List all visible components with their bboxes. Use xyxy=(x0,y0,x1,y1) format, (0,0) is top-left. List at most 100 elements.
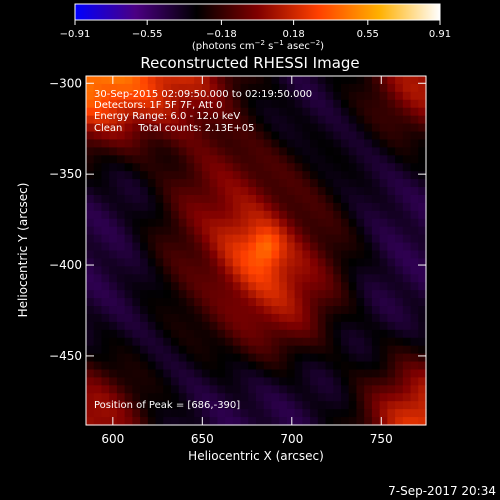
heatmap-cell xyxy=(317,163,327,172)
heatmap-cell xyxy=(109,123,118,133)
heatmap-cell xyxy=(395,298,404,307)
heatmap-cell xyxy=(201,155,211,164)
heatmap-cell xyxy=(364,353,373,363)
heatmap-cell xyxy=(201,385,211,394)
heatmap-cell xyxy=(163,187,172,196)
heatmap-cell xyxy=(186,321,195,331)
heatmap-cell xyxy=(356,385,365,394)
heatmap-cell xyxy=(178,282,188,291)
heatmap-cell xyxy=(140,179,149,188)
heatmap-cell xyxy=(186,147,195,156)
heatmap-cell xyxy=(341,202,350,212)
heatmap-cell xyxy=(240,417,249,426)
heatmap-cell xyxy=(163,83,172,93)
heatmap-cell xyxy=(341,171,350,180)
heatmap-cell xyxy=(402,194,412,204)
heatmap-cell xyxy=(279,210,288,220)
heatmap-cell xyxy=(356,306,365,315)
heatmap-cell xyxy=(286,123,296,133)
heatmap-cell xyxy=(101,171,110,180)
heatmap-cell xyxy=(93,202,103,212)
heatmap-cell xyxy=(418,393,427,402)
heatmap-cell xyxy=(387,99,396,109)
heatmap-cell xyxy=(379,234,388,244)
heatmap-cell xyxy=(109,76,118,85)
heatmap-cell xyxy=(171,337,180,347)
heatmap-cell xyxy=(325,179,334,188)
heatmap-cell xyxy=(209,306,218,315)
heatmap-cell xyxy=(310,179,319,188)
heatmap-cell xyxy=(194,147,203,156)
heatmap-cell xyxy=(402,202,412,212)
heatmap-cell xyxy=(101,409,110,418)
heatmap-cell xyxy=(225,385,234,394)
heatmap-cell xyxy=(333,171,342,180)
heatmap-cell xyxy=(140,329,149,339)
heatmap-cell xyxy=(93,123,103,133)
heatmap-cell xyxy=(248,147,257,156)
heatmap-cell xyxy=(271,139,280,148)
heatmap-cell xyxy=(341,393,350,402)
heatmap-cell xyxy=(279,99,288,109)
heatmap-cell xyxy=(418,187,427,196)
heatmap-cell xyxy=(356,258,365,267)
heatmap-cell xyxy=(256,194,265,204)
heatmap-cell xyxy=(418,147,427,156)
heatmap-cell xyxy=(109,83,118,93)
heatmap-cell xyxy=(256,266,265,275)
heatmap-cell xyxy=(410,290,419,299)
heatmap-cell xyxy=(302,131,311,141)
heatmap-cell xyxy=(410,385,419,394)
heatmap-cell xyxy=(418,337,427,347)
heatmap-cell xyxy=(302,218,311,228)
heatmap-cell xyxy=(279,329,288,339)
heatmap-cell xyxy=(371,210,381,220)
heatmap-cell xyxy=(402,377,412,386)
heatmap-cell xyxy=(132,234,141,244)
heatmap-cell xyxy=(317,139,327,148)
heatmap-cell xyxy=(86,91,95,101)
heatmap-cell xyxy=(302,242,311,252)
heatmap-cell xyxy=(186,417,195,426)
heatmap-cell xyxy=(379,353,388,363)
heatmap-cell xyxy=(240,409,249,418)
heatmap-cell xyxy=(302,234,311,244)
heatmap-cell xyxy=(286,401,296,410)
heatmap-cell xyxy=(310,321,319,331)
heatmap-cell xyxy=(186,179,195,188)
heatmap-cell xyxy=(248,179,257,188)
heatmap-cell xyxy=(225,417,234,426)
heatmap-cell xyxy=(302,306,311,315)
heatmap-cell xyxy=(178,83,188,93)
heatmap-cell xyxy=(124,385,133,394)
heatmap-cell xyxy=(310,361,319,371)
heatmap-cell xyxy=(248,353,257,363)
heatmap-cell xyxy=(302,91,311,101)
heatmap-cell xyxy=(163,337,172,347)
heatmap-cell xyxy=(325,298,334,307)
heatmap-cell xyxy=(348,393,358,402)
heatmap-cell xyxy=(294,290,303,299)
heatmap-cell xyxy=(248,123,257,133)
heatmap-cell xyxy=(395,179,404,188)
heatmap-cell xyxy=(225,353,234,363)
heatmap-cell xyxy=(294,83,303,93)
heatmap-cell xyxy=(302,377,311,386)
heatmap-cell xyxy=(325,401,334,410)
heatmap-cell xyxy=(418,171,427,180)
heatmap-cell xyxy=(348,123,358,133)
heatmap-cell xyxy=(140,115,149,125)
heatmap-cell xyxy=(124,274,133,283)
heatmap-cell xyxy=(418,266,427,275)
heatmap-cell xyxy=(317,337,327,347)
heatmap-cell xyxy=(217,321,226,331)
heatmap-cell xyxy=(147,377,157,386)
heatmap-cell xyxy=(178,369,188,379)
heatmap-cell xyxy=(348,306,358,315)
heatmap-cell xyxy=(302,194,311,204)
heatmap-cell xyxy=(209,321,218,331)
heatmap-cell xyxy=(356,369,365,379)
heatmap-cell xyxy=(163,155,172,164)
heatmap-cell xyxy=(379,329,388,339)
heatmap-cell xyxy=(310,171,319,180)
